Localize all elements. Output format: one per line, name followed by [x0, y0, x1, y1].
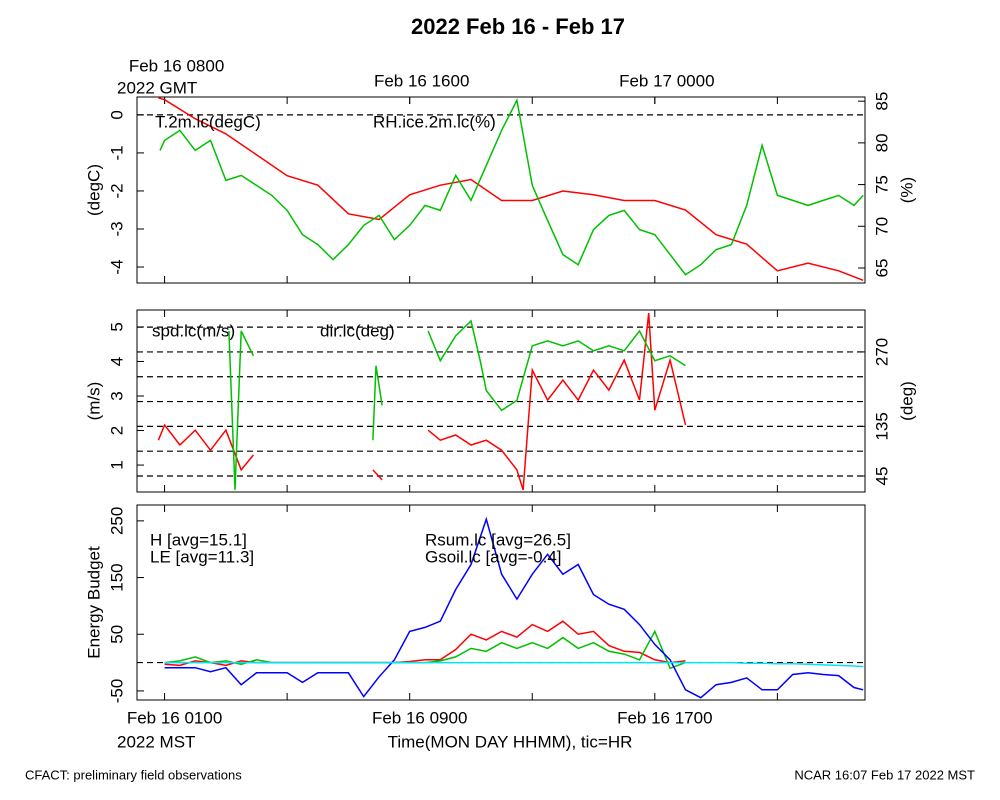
legend-label: Rsum.lc [avg=26.5] [425, 530, 571, 549]
y-tick-label: 150 [107, 563, 126, 591]
legend-label: LE [avg=11.3] [150, 547, 254, 566]
legend-label: spd.lc(m/s) [152, 321, 235, 340]
y-tick-label: 250 [107, 507, 126, 535]
y2-tick-label: 270 [872, 338, 891, 366]
y2-tick-label: 135 [872, 412, 891, 440]
legend-label: H [avg=15.1] [150, 530, 247, 549]
chart-title: 2022 Feb 16 - Feb 17 [411, 14, 625, 39]
legend-label: Gsoil.lc [avg=-0.4] [425, 547, 562, 566]
x-tick-label: Feb 16 1700 [617, 708, 712, 727]
y-axis-label: (degC) [84, 164, 103, 216]
y-tick-label: -50 [107, 679, 126, 704]
top-x-tick-label: Feb 16 0800 [129, 56, 224, 75]
legend-label: dir.lc(deg) [320, 321, 395, 340]
series-line [159, 97, 864, 276]
top-x-tick-label: Feb 16 1600 [374, 71, 469, 90]
series-line [157, 313, 687, 491]
legend-label: RH.ice.2m.lc(%) [373, 112, 496, 131]
footer-left: CFACT: preliminary field observations [25, 767, 242, 782]
x-tick-label: Feb 16 0100 [127, 708, 222, 727]
x-axis-label: Time(MON DAY HHMM), tic=HR [388, 732, 633, 751]
x-tick-note: 2022 MST [117, 732, 195, 751]
plot-frame [136, 504, 866, 701]
y-axis-label: (m/s) [84, 382, 103, 421]
plot-frame [136, 96, 866, 284]
y-tick-label: 4 [107, 357, 126, 366]
y-tick-label: -1 [107, 145, 126, 160]
y-tick-label: -3 [107, 221, 126, 236]
top-x-tick-label: Feb 17 0000 [619, 71, 714, 90]
y-tick-label: -2 [107, 183, 126, 198]
series-line [228, 319, 686, 490]
footer-right: NCAR 16:07 Feb 17 2022 MST [794, 767, 975, 782]
y-tick-label: 3 [107, 391, 126, 400]
y-axis-label: Energy Budget [84, 546, 103, 659]
y-tick-label: 1 [107, 460, 126, 469]
y2-axis-label: (%) [897, 177, 916, 203]
y2-tick-label: 70 [872, 217, 891, 236]
series-line [158, 97, 864, 281]
series-line [164, 661, 864, 668]
y-tick-label: 0 [107, 110, 126, 119]
y2-tick-label: 65 [872, 259, 891, 278]
y2-axis-label: (deg) [897, 381, 916, 421]
y-tick-label: 2 [107, 426, 126, 435]
legend-label: T.2m.lc(degC) [155, 112, 261, 131]
series-line [164, 516, 864, 699]
y2-tick-label: 45 [872, 467, 891, 486]
x-tick-label: Feb 16 0900 [372, 708, 467, 727]
y-tick-label: 50 [107, 625, 126, 644]
y2-tick-label: 80 [872, 133, 891, 152]
y-tick-label: -4 [107, 259, 126, 274]
y2-tick-label: 75 [872, 175, 891, 194]
y-tick-label: 5 [107, 322, 126, 331]
y2-tick-label: 85 [872, 92, 891, 111]
top-x-tick-note: 2022 GMT [117, 78, 197, 97]
